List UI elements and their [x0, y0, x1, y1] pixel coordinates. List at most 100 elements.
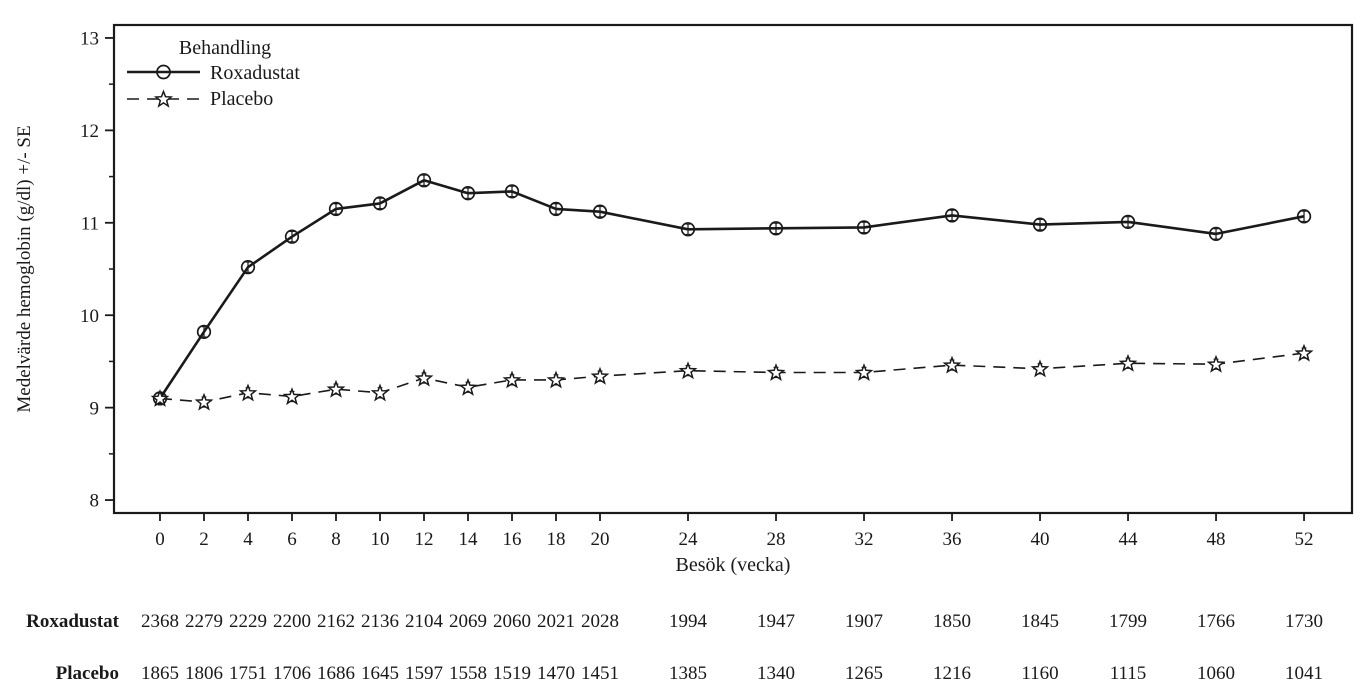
roxadustat-marker	[196, 324, 212, 339]
atrisk-count-placebo: 1265	[845, 663, 883, 684]
x-axis-label: Besök (vecka)	[676, 554, 791, 576]
placebo-marker	[546, 370, 566, 389]
placebo-marker	[1294, 343, 1314, 362]
x-tick-label: 44	[1119, 529, 1139, 550]
atrisk-count-roxadustat: 2028	[581, 611, 619, 632]
atrisk-count-roxadustat: 1850	[933, 611, 971, 632]
atrisk-count-roxadustat: 1907	[845, 611, 883, 632]
x-tick-label: 48	[1207, 529, 1226, 550]
placebo-marker	[238, 383, 258, 402]
atrisk-count-placebo: 1041	[1285, 663, 1323, 684]
atrisk-count-placebo: 1160	[1021, 663, 1058, 684]
x-tick-label: 18	[547, 529, 566, 550]
atrisk-count-roxadustat: 2021	[537, 611, 575, 632]
placebo-marker	[414, 368, 434, 387]
placebo-marker	[942, 355, 962, 374]
roxadustat-marker	[328, 201, 344, 217]
atrisk-count-placebo: 1706	[273, 663, 311, 684]
placebo-marker	[1030, 359, 1050, 378]
y-tick-label: 10	[80, 306, 99, 327]
legend-circle-marker	[156, 64, 171, 80]
x-tick-label: 4	[243, 529, 253, 550]
atrisk-count-roxadustat: 2069	[449, 611, 487, 632]
atrisk-count-placebo: 1597	[405, 663, 443, 684]
atrisk-count-placebo: 1806	[185, 663, 223, 684]
roxadustat-marker	[768, 221, 784, 236]
x-tick-label: 28	[767, 529, 786, 550]
atrisk-count-placebo: 1519	[493, 663, 531, 684]
atrisk-count-roxadustat: 1799	[1109, 611, 1147, 632]
roxadustat-marker	[1032, 217, 1048, 232]
atrisk-count-roxadustat: 2279	[185, 611, 223, 632]
legend-title: Behandling	[179, 37, 271, 59]
roxadustat-marker	[680, 222, 696, 237]
x-tick-label: 16	[502, 529, 521, 550]
atrisk-count-roxadustat: 2200	[273, 611, 311, 632]
atrisk-count-roxadustat: 1730	[1285, 611, 1323, 632]
atrisk-count-placebo: 1060	[1197, 663, 1235, 684]
placebo-marker	[678, 361, 698, 380]
atrisk-count-placebo: 1451	[581, 663, 619, 684]
atrisk-row-label-roxadustat: Roxadustat	[26, 611, 120, 632]
atrisk-count-roxadustat: 2136	[361, 611, 399, 632]
placebo-marker	[766, 363, 786, 382]
atrisk-count-placebo: 1751	[229, 663, 267, 684]
x-tick-label: 6	[287, 529, 297, 550]
atrisk-count-roxadustat: 1994	[669, 611, 708, 632]
atrisk-count-roxadustat: 2104	[405, 611, 444, 632]
atrisk-row-label-placebo: Placebo	[56, 663, 119, 684]
atrisk-count-placebo: 1865	[141, 663, 179, 684]
atrisk-count-roxadustat: 2229	[229, 611, 267, 632]
atrisk-count-placebo: 1558	[449, 663, 487, 684]
roxadustat-marker	[372, 196, 388, 211]
placebo-marker	[150, 388, 170, 407]
x-tick-label: 12	[414, 529, 433, 550]
atrisk-count-placebo: 1385	[669, 663, 707, 684]
roxadustat-marker	[856, 220, 872, 235]
roxadustat-marker	[460, 186, 476, 201]
placebo-marker	[282, 387, 302, 406]
y-tick-label: 11	[81, 213, 99, 234]
x-tick-label: 52	[1295, 529, 1314, 550]
atrisk-count-placebo: 1340	[757, 663, 795, 684]
x-tick-label: 2	[199, 529, 209, 550]
y-tick-label: 8	[90, 491, 100, 512]
roxadustat-marker	[592, 204, 608, 219]
atrisk-count-placebo: 1686	[317, 663, 355, 684]
y-tick-label: 9	[90, 398, 100, 419]
atrisk-count-roxadustat: 2060	[493, 611, 531, 632]
roxadustat-marker	[944, 208, 960, 223]
roxadustat-marker	[1296, 209, 1312, 224]
plot-border	[112, 23, 1354, 515]
x-tick-label: 32	[855, 529, 874, 550]
roxadustat-marker	[548, 201, 564, 217]
x-tick-label: 0	[155, 529, 165, 550]
atrisk-count-placebo: 1645	[361, 663, 399, 684]
legend-label-placebo: Placebo	[210, 88, 273, 110]
roxadustat-marker	[504, 184, 520, 199]
roxadustat-marker	[1120, 214, 1136, 230]
placebo-marker	[502, 370, 522, 389]
placebo-marker	[590, 366, 610, 385]
atrisk-count-roxadustat: 2162	[317, 611, 355, 632]
x-tick-label: 36	[943, 529, 962, 550]
placebo-marker	[1118, 353, 1138, 372]
placebo-marker	[194, 392, 214, 411]
placebo-marker	[370, 383, 390, 402]
roxadustat-marker	[284, 229, 300, 244]
atrisk-count-placebo: 1216	[933, 663, 971, 684]
roxadustat-line	[158, 179, 1305, 400]
atrisk-count-roxadustat: 1845	[1021, 611, 1059, 632]
roxadustat-marker	[416, 173, 432, 188]
placebo-marker	[854, 363, 874, 382]
legend-label-roxadustat: Roxadustat	[210, 62, 300, 84]
roxadustat-marker	[1208, 226, 1224, 242]
atrisk-count-roxadustat: 1766	[1197, 611, 1235, 632]
x-tick-label: 24	[679, 529, 699, 550]
x-tick-label: 14	[458, 529, 478, 550]
atrisk-count-roxadustat: 2368	[141, 611, 179, 632]
atrisk-count-placebo: 1115	[1110, 663, 1147, 684]
